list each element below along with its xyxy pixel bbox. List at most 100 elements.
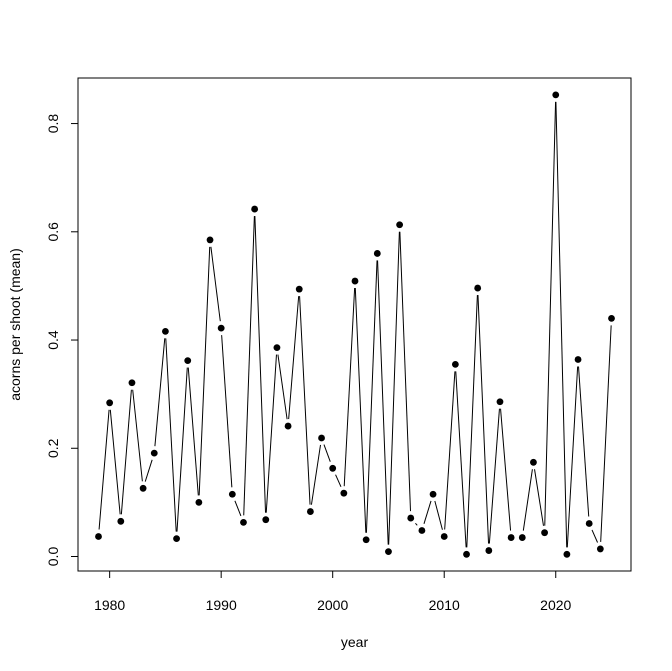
data-point-1984	[150, 449, 158, 457]
series-segment	[455, 371, 467, 548]
series-segment	[544, 101, 557, 526]
data-point-2011	[451, 360, 459, 368]
data-point-2015	[496, 398, 504, 406]
x-axis-label: year	[341, 634, 369, 650]
data-point-2023	[585, 520, 593, 527]
data-point-2004	[373, 250, 381, 257]
series-segment	[444, 371, 456, 530]
series-segment	[434, 500, 443, 530]
series-segment	[388, 231, 400, 545]
series-segment	[154, 338, 166, 447]
data-point-1986	[173, 535, 180, 543]
series-segment	[210, 246, 221, 322]
series-segment	[578, 366, 590, 517]
data-point-1987	[184, 357, 192, 364]
x-axis: 1980 1990 2000 2010 2020	[94, 571, 572, 613]
series-segment	[310, 444, 321, 505]
data-point-2001	[340, 489, 348, 497]
series-segment	[591, 529, 598, 543]
data-point-1979	[95, 533, 102, 540]
data-point-2019	[541, 529, 548, 537]
series-segment	[466, 295, 478, 548]
data-point-1996	[284, 422, 292, 430]
y-axis: 0.0 0.2 0.4 0.6 0.8	[45, 114, 78, 567]
data-point-2007	[407, 514, 415, 522]
data-point-2021	[563, 550, 571, 558]
y-tick-label: 0.8	[45, 114, 61, 134]
series-segment	[288, 296, 300, 420]
data-point-2003	[362, 536, 370, 544]
series-segment	[265, 354, 277, 513]
data-point-2002	[351, 277, 359, 285]
data-point-2018	[530, 458, 537, 466]
data-point-2016	[507, 534, 515, 541]
data-point-1998	[306, 508, 314, 515]
data-point-2020	[552, 91, 560, 99]
plot-frame	[77, 77, 632, 572]
series-segment	[98, 409, 110, 530]
data-point-2022	[574, 356, 582, 363]
series-segment	[109, 409, 121, 515]
data-point-1983	[139, 484, 147, 492]
series-segment	[299, 296, 311, 505]
x-tick-label: 2020	[540, 597, 571, 613]
data-point-1982	[128, 379, 136, 387]
data-point-2008	[418, 527, 426, 534]
series-segment	[377, 260, 389, 545]
data-point-1988	[195, 498, 203, 506]
series-segment	[415, 522, 418, 526]
series-segment	[423, 500, 432, 524]
data-point-1992	[240, 519, 247, 526]
series-segment	[555, 101, 568, 548]
data-point-2006	[396, 221, 404, 229]
series-segment	[254, 216, 267, 513]
y-tick-label: 0.0	[45, 547, 61, 567]
series-segment	[522, 469, 533, 531]
series-segment	[354, 288, 367, 533]
data-point-2024	[596, 545, 604, 553]
data-point-2025	[608, 314, 615, 322]
data-point-1994	[262, 516, 270, 524]
series-segment	[534, 469, 544, 526]
series-segment	[221, 335, 233, 488]
data-point-1999	[318, 434, 325, 442]
series-segment	[120, 389, 132, 515]
data-point-1990	[217, 324, 225, 332]
data-point-1989	[206, 236, 214, 244]
data-point-2012	[463, 550, 470, 558]
series-segment	[165, 338, 177, 532]
series-segment	[187, 367, 199, 496]
y-tick-label: 0.2	[45, 438, 61, 458]
data-point-2000	[329, 464, 337, 472]
data-point-1981	[117, 517, 125, 525]
data-point-2017	[518, 534, 526, 541]
series-segment	[198, 246, 211, 496]
data-point-2010	[440, 533, 448, 540]
series-segment	[365, 260, 378, 533]
series-segment	[144, 459, 153, 482]
x-tick-label: 2000	[317, 597, 348, 613]
series-segment	[399, 231, 411, 512]
series-segment	[176, 367, 188, 532]
data-point-2014	[485, 547, 493, 554]
series-segment	[343, 288, 356, 487]
data-point-2009	[429, 490, 437, 498]
y-tick-label: 0.6	[45, 222, 61, 242]
series-segment	[566, 366, 579, 548]
data-point-2005	[385, 548, 392, 556]
data-point-1995	[273, 344, 281, 352]
series-layer	[95, 91, 615, 558]
data-point-1980	[106, 399, 114, 407]
data-point-1991	[228, 490, 236, 498]
series-segment	[323, 444, 331, 462]
series-segment	[234, 500, 242, 517]
series-segment	[243, 216, 255, 516]
data-point-1993	[251, 205, 259, 213]
y-axis-label: acorns per shoot (mean)	[7, 248, 23, 401]
series-segment	[488, 408, 500, 544]
series-segment	[477, 295, 490, 544]
x-tick-label: 1980	[94, 597, 125, 613]
series-segment	[132, 389, 143, 482]
